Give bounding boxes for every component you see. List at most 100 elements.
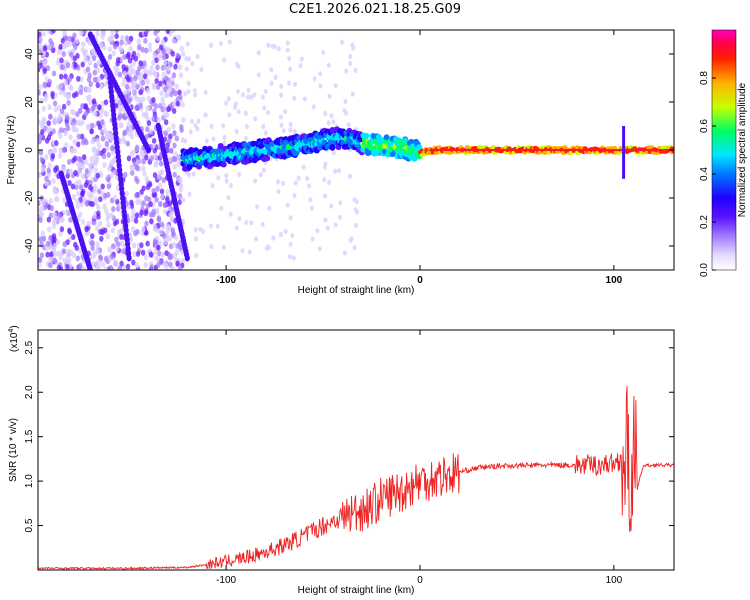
- heat-cell: [134, 262, 140, 269]
- heat-cell: [44, 175, 49, 182]
- heat-cell: [174, 83, 179, 90]
- heat-cell: [68, 83, 73, 90]
- heat-cell: [137, 43, 142, 50]
- heat-cell: [127, 57, 133, 64]
- heat-cell: [256, 72, 261, 78]
- heat-cell: [172, 101, 177, 108]
- heat-cell: [117, 107, 123, 114]
- heat-cell: [219, 205, 224, 211]
- heat-cell: [41, 105, 46, 112]
- heat-cell: [149, 155, 154, 162]
- heat-cell: [177, 177, 182, 184]
- heat-cell: [165, 196, 170, 203]
- heat-cell: [100, 261, 106, 268]
- heat-cell: [194, 253, 199, 259]
- heat-cell: [256, 50, 261, 56]
- heat-cell: [166, 224, 171, 231]
- heat-cell: [90, 233, 95, 240]
- heat-cell: [241, 92, 246, 98]
- heat-cell: [147, 46, 153, 53]
- heat-cell: [172, 156, 178, 163]
- heat-cell: [119, 39, 124, 46]
- heat-cell: [42, 67, 47, 74]
- heat-cell: [105, 233, 111, 240]
- heat-cell: [95, 30, 100, 37]
- heat-cell: [154, 196, 159, 203]
- heat-cell: [38, 108, 41, 115]
- heat-cell: [79, 201, 85, 208]
- heat-cell: [107, 46, 113, 53]
- heat-cell: [123, 40, 129, 47]
- heat-cell: [135, 199, 140, 206]
- heat-cell: [148, 251, 154, 258]
- heat-cell: [40, 166, 46, 173]
- heat-cell: [44, 154, 49, 161]
- heat-cell: [72, 139, 77, 146]
- heat-cell: [141, 165, 146, 172]
- heat-cell: [110, 243, 116, 250]
- heat-cell: [112, 169, 117, 176]
- heat-cell: [101, 30, 106, 37]
- heat-cell: [113, 43, 118, 50]
- heat-cell: [41, 50, 46, 57]
- heat-cell: [106, 221, 111, 228]
- heat-cell: [139, 209, 144, 216]
- heat-cell: [134, 192, 139, 199]
- heat-cell: [189, 118, 194, 124]
- heat-cell: [70, 183, 76, 190]
- heat-cell: [258, 172, 263, 178]
- heat-cell: [56, 115, 62, 122]
- heat-cell: [88, 162, 93, 169]
- heat-cell: [128, 35, 134, 42]
- heat-cell: [38, 63, 41, 70]
- heat-cell: [285, 47, 290, 53]
- heat-cell: [103, 192, 108, 199]
- heat-cell: [95, 137, 100, 144]
- heat-cell: [59, 108, 65, 115]
- heat-cell: [51, 219, 57, 226]
- x-tick-label: 0: [417, 575, 423, 586]
- heat-cell: [165, 91, 170, 98]
- heat-cell: [285, 40, 290, 46]
- heat-cell: [93, 167, 98, 174]
- heat-cell: [145, 78, 150, 85]
- heat-cell: [144, 195, 149, 202]
- heat-cell: [50, 153, 55, 160]
- heat-cell: [163, 65, 169, 72]
- heat-cell: [83, 110, 89, 117]
- heat-cell: [89, 128, 94, 135]
- heat-cell: [38, 138, 42, 145]
- heat-cell: [65, 125, 71, 132]
- spectrogram-y-ticks: -40 -20 0 20 40: [24, 48, 674, 253]
- heat-cell: [299, 56, 304, 62]
- heat-cell: [151, 96, 156, 103]
- heat-cell: [287, 254, 292, 260]
- heat-cell: [261, 123, 266, 130]
- heat-cell: [101, 153, 107, 160]
- heat-cell: [114, 218, 120, 225]
- colorbar-gradient: [711, 29, 737, 271]
- heat-cell: [344, 68, 349, 74]
- heat-cell: [92, 76, 98, 83]
- y-tick-label: -40: [24, 238, 35, 253]
- y-tick-label: 20: [24, 96, 35, 108]
- heat-cell: [76, 133, 81, 140]
- heat-cell: [155, 30, 161, 34]
- heat-cell: [145, 105, 150, 112]
- heat-cell: [134, 104, 139, 111]
- heat-cell: [111, 206, 116, 213]
- heat-cell: [139, 242, 144, 249]
- snr-x-label: Height of straight line (km): [298, 585, 415, 596]
- heat-cell: [125, 53, 130, 60]
- heat-cell: [209, 42, 214, 48]
- heat-cell: [151, 187, 156, 194]
- heat-cell: [114, 33, 119, 40]
- heat-cell: [92, 213, 97, 220]
- heat-cell: [38, 31, 42, 38]
- heat-cell: [40, 129, 45, 136]
- heat-cell: [172, 108, 177, 115]
- heat-cell: [96, 213, 101, 220]
- heat-cell: [93, 196, 98, 203]
- heat-cell: [64, 41, 69, 48]
- heat-cell: [95, 82, 100, 89]
